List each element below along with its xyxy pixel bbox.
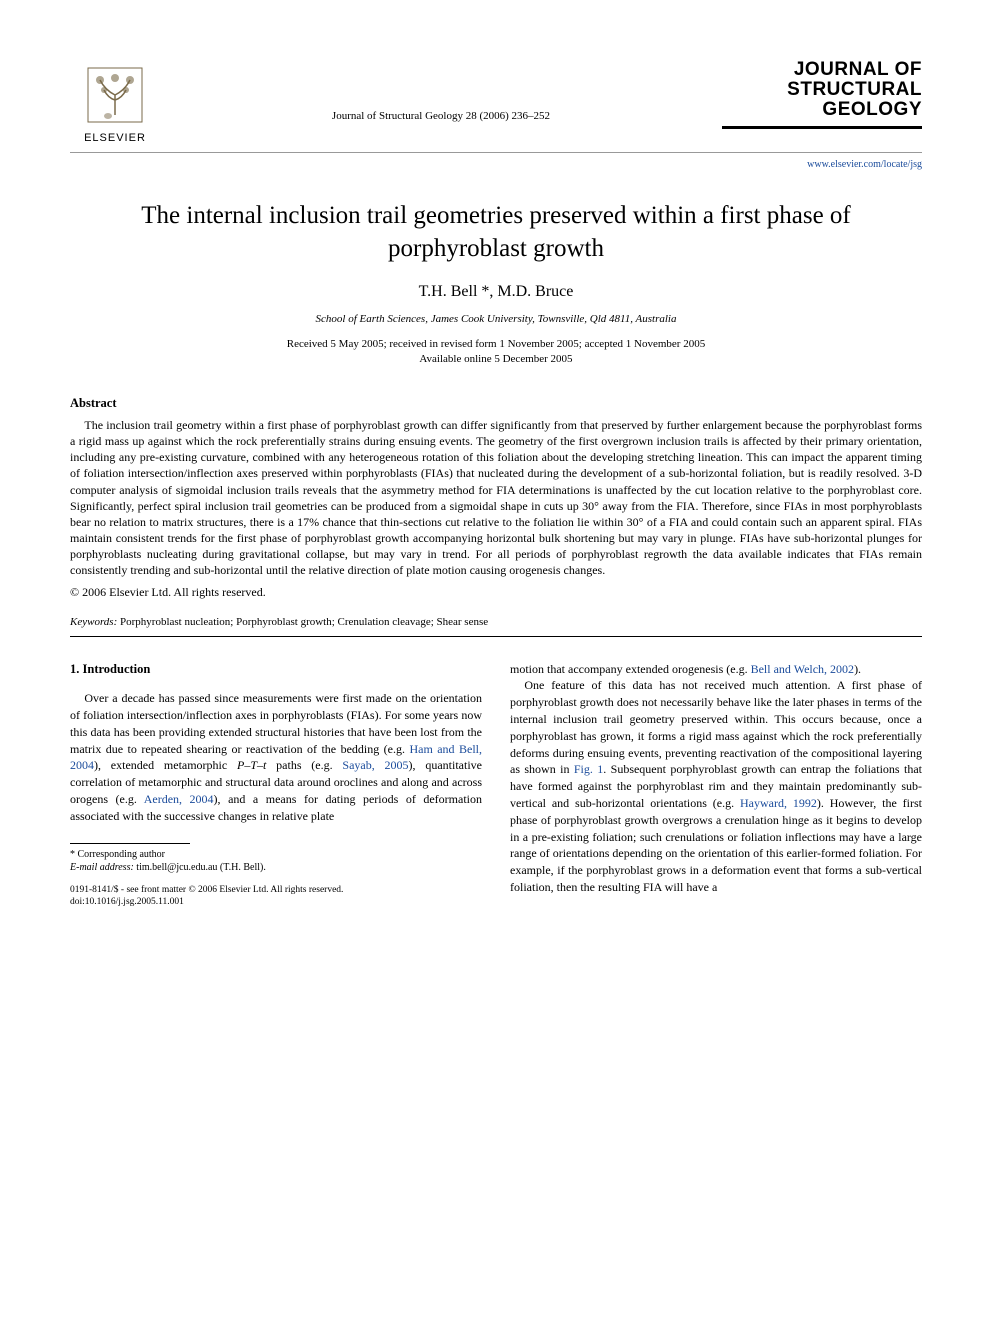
elsevier-tree-icon [80, 60, 150, 130]
footnote-email-value: tim.bell@jcu.edu.au (T.H. Bell). [134, 862, 266, 873]
keywords-label: Keywords: [70, 616, 117, 628]
divider [70, 636, 922, 637]
body-columns: 1. Introduction Over a decade has passed… [70, 661, 922, 909]
citation-bell-welch[interactable]: Bell and Welch, 2002 [751, 662, 854, 676]
footer-doi: doi:10.1016/j.jsg.2005.11.001 [70, 896, 482, 908]
abstract-copyright: © 2006 Elsevier Ltd. All rights reserved… [70, 585, 922, 600]
abstract-text: The inclusion trail geometry within a fi… [70, 417, 922, 579]
journal-reference: Journal of Structural Geology 28 (2006) … [160, 60, 722, 122]
article-dates: Received 5 May 2005; received in revised… [70, 337, 922, 368]
journal-brand-line2: STRUCTURAL [722, 80, 922, 100]
publisher-name: ELSEVIER [84, 132, 146, 144]
footnote-corresponding: * Corresponding author [70, 848, 482, 861]
journal-url[interactable]: www.elsevier.com/locate/jsg [70, 159, 922, 170]
footer-issn: 0191-8141/$ - see front matter © 2006 El… [70, 884, 482, 896]
intro-para-2: One feature of this data has not receive… [510, 677, 922, 895]
journal-brand-line1: JOURNAL OF [722, 60, 922, 80]
journal-brand: JOURNAL OF STRUCTURAL GEOLOGY [722, 60, 922, 129]
figure-ref-1[interactable]: Fig. 1 [574, 762, 603, 776]
dates-received: Received 5 May 2005; received in revised… [70, 337, 922, 352]
keywords: Keywords: Porphyroblast nucleation; Porp… [70, 616, 922, 628]
article-affiliation: School of Earth Sciences, James Cook Uni… [70, 313, 922, 325]
footnote-email: E-mail address: tim.bell@jcu.edu.au (T.H… [70, 861, 482, 874]
journal-brand-line3: GEOLOGY [722, 100, 922, 120]
intro-para-1: Over a decade has passed since measureme… [70, 690, 482, 824]
intro-para-1-cont: motion that accompany extended orogenesi… [510, 661, 922, 678]
footer: 0191-8141/$ - see front matter © 2006 El… [70, 884, 482, 909]
footnote-separator [70, 843, 190, 844]
citation-hayward[interactable]: Hayward, 1992 [740, 796, 817, 810]
footnote-email-label: E-mail address: [70, 862, 134, 873]
introduction-heading: 1. Introduction [70, 661, 482, 679]
citation-aerden[interactable]: Aerden, 2004 [144, 792, 214, 806]
column-right: motion that accompany extended orogenesi… [510, 661, 922, 909]
citation-sayab[interactable]: Sayab, 2005 [342, 758, 408, 772]
article-title: The internal inclusion trail geometries … [110, 200, 882, 265]
article-authors: T.H. Bell *, M.D. Bruce [70, 283, 922, 301]
journal-brand-bar [722, 126, 922, 129]
dates-online: Available online 5 December 2005 [70, 352, 922, 367]
column-left: 1. Introduction Over a decade has passed… [70, 661, 482, 909]
abstract-heading: Abstract [70, 396, 922, 411]
publisher-logo: ELSEVIER [70, 60, 160, 144]
header-row: ELSEVIER Journal of Structural Geology 2… [70, 60, 922, 153]
keywords-text: Porphyroblast nucleation; Porphyroblast … [117, 616, 488, 628]
